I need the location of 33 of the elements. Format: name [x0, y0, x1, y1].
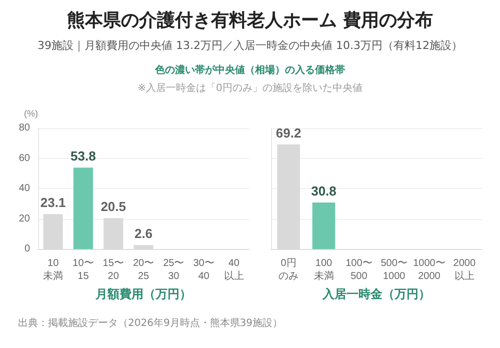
x-tick-label: 1000〜 2000: [413, 258, 446, 282]
data-label: 2.6: [134, 226, 153, 242]
text: ※入居一時金は「0円のみ」の施設を除いた中央値: [136, 82, 364, 95]
y-tick-label: 80: [18, 122, 30, 134]
chart-subtitle: 39施設｜月額費用の中央値 13.2万円／入居一時金の中央値 10.3万円（有料12施設）: [36, 38, 464, 53]
x-tick-label: 25〜 30: [163, 258, 184, 282]
x-axis-title: 入居一時金（万円）: [322, 287, 430, 301]
y-tick-label: 20: [18, 213, 30, 224]
data-label: 69.2: [276, 125, 302, 140]
x-tick-label: 10〜 15: [72, 258, 94, 282]
x-tick-label: 20〜 25: [132, 258, 154, 282]
x-axis-title: 月額費用（万円）: [94, 287, 192, 301]
data-label: 30.8: [311, 183, 336, 198]
x-tick-label: 100〜 500: [346, 258, 372, 282]
bar: [73, 168, 94, 250]
y-tick-label: 40: [18, 183, 30, 194]
x-tick-label: 0円のみ: [278, 258, 299, 282]
x-tick-label: 30〜 40: [193, 258, 214, 282]
y-tick-label: 60: [18, 152, 30, 164]
chart-title: 熊本県の介護付き有料老人ホーム 費用の分布: [66, 9, 434, 32]
x-tick-label: 100 未満: [314, 258, 334, 282]
x-tick-label: 40 以上: [224, 258, 244, 282]
y-axis-title: (%): [24, 108, 38, 118]
x-tick-label: 500〜 1000: [380, 258, 408, 282]
data-label: 23.1: [40, 195, 66, 210]
x-tick-label: 15〜 20: [102, 258, 124, 282]
x-tick-label: 2000 以上: [453, 258, 476, 282]
data-label: 20.5: [100, 199, 126, 214]
source-note: 出典：掲載施設データ（2026年9月時点・熊本県39施設）: [18, 316, 283, 330]
y-tick-label: 0: [24, 244, 30, 255]
x-tick-label: 10 未満: [43, 258, 64, 282]
text: 色の濃い帯が中央値（相場）の入る価格帯: [154, 64, 346, 77]
data-label: 53.8: [70, 148, 96, 164]
